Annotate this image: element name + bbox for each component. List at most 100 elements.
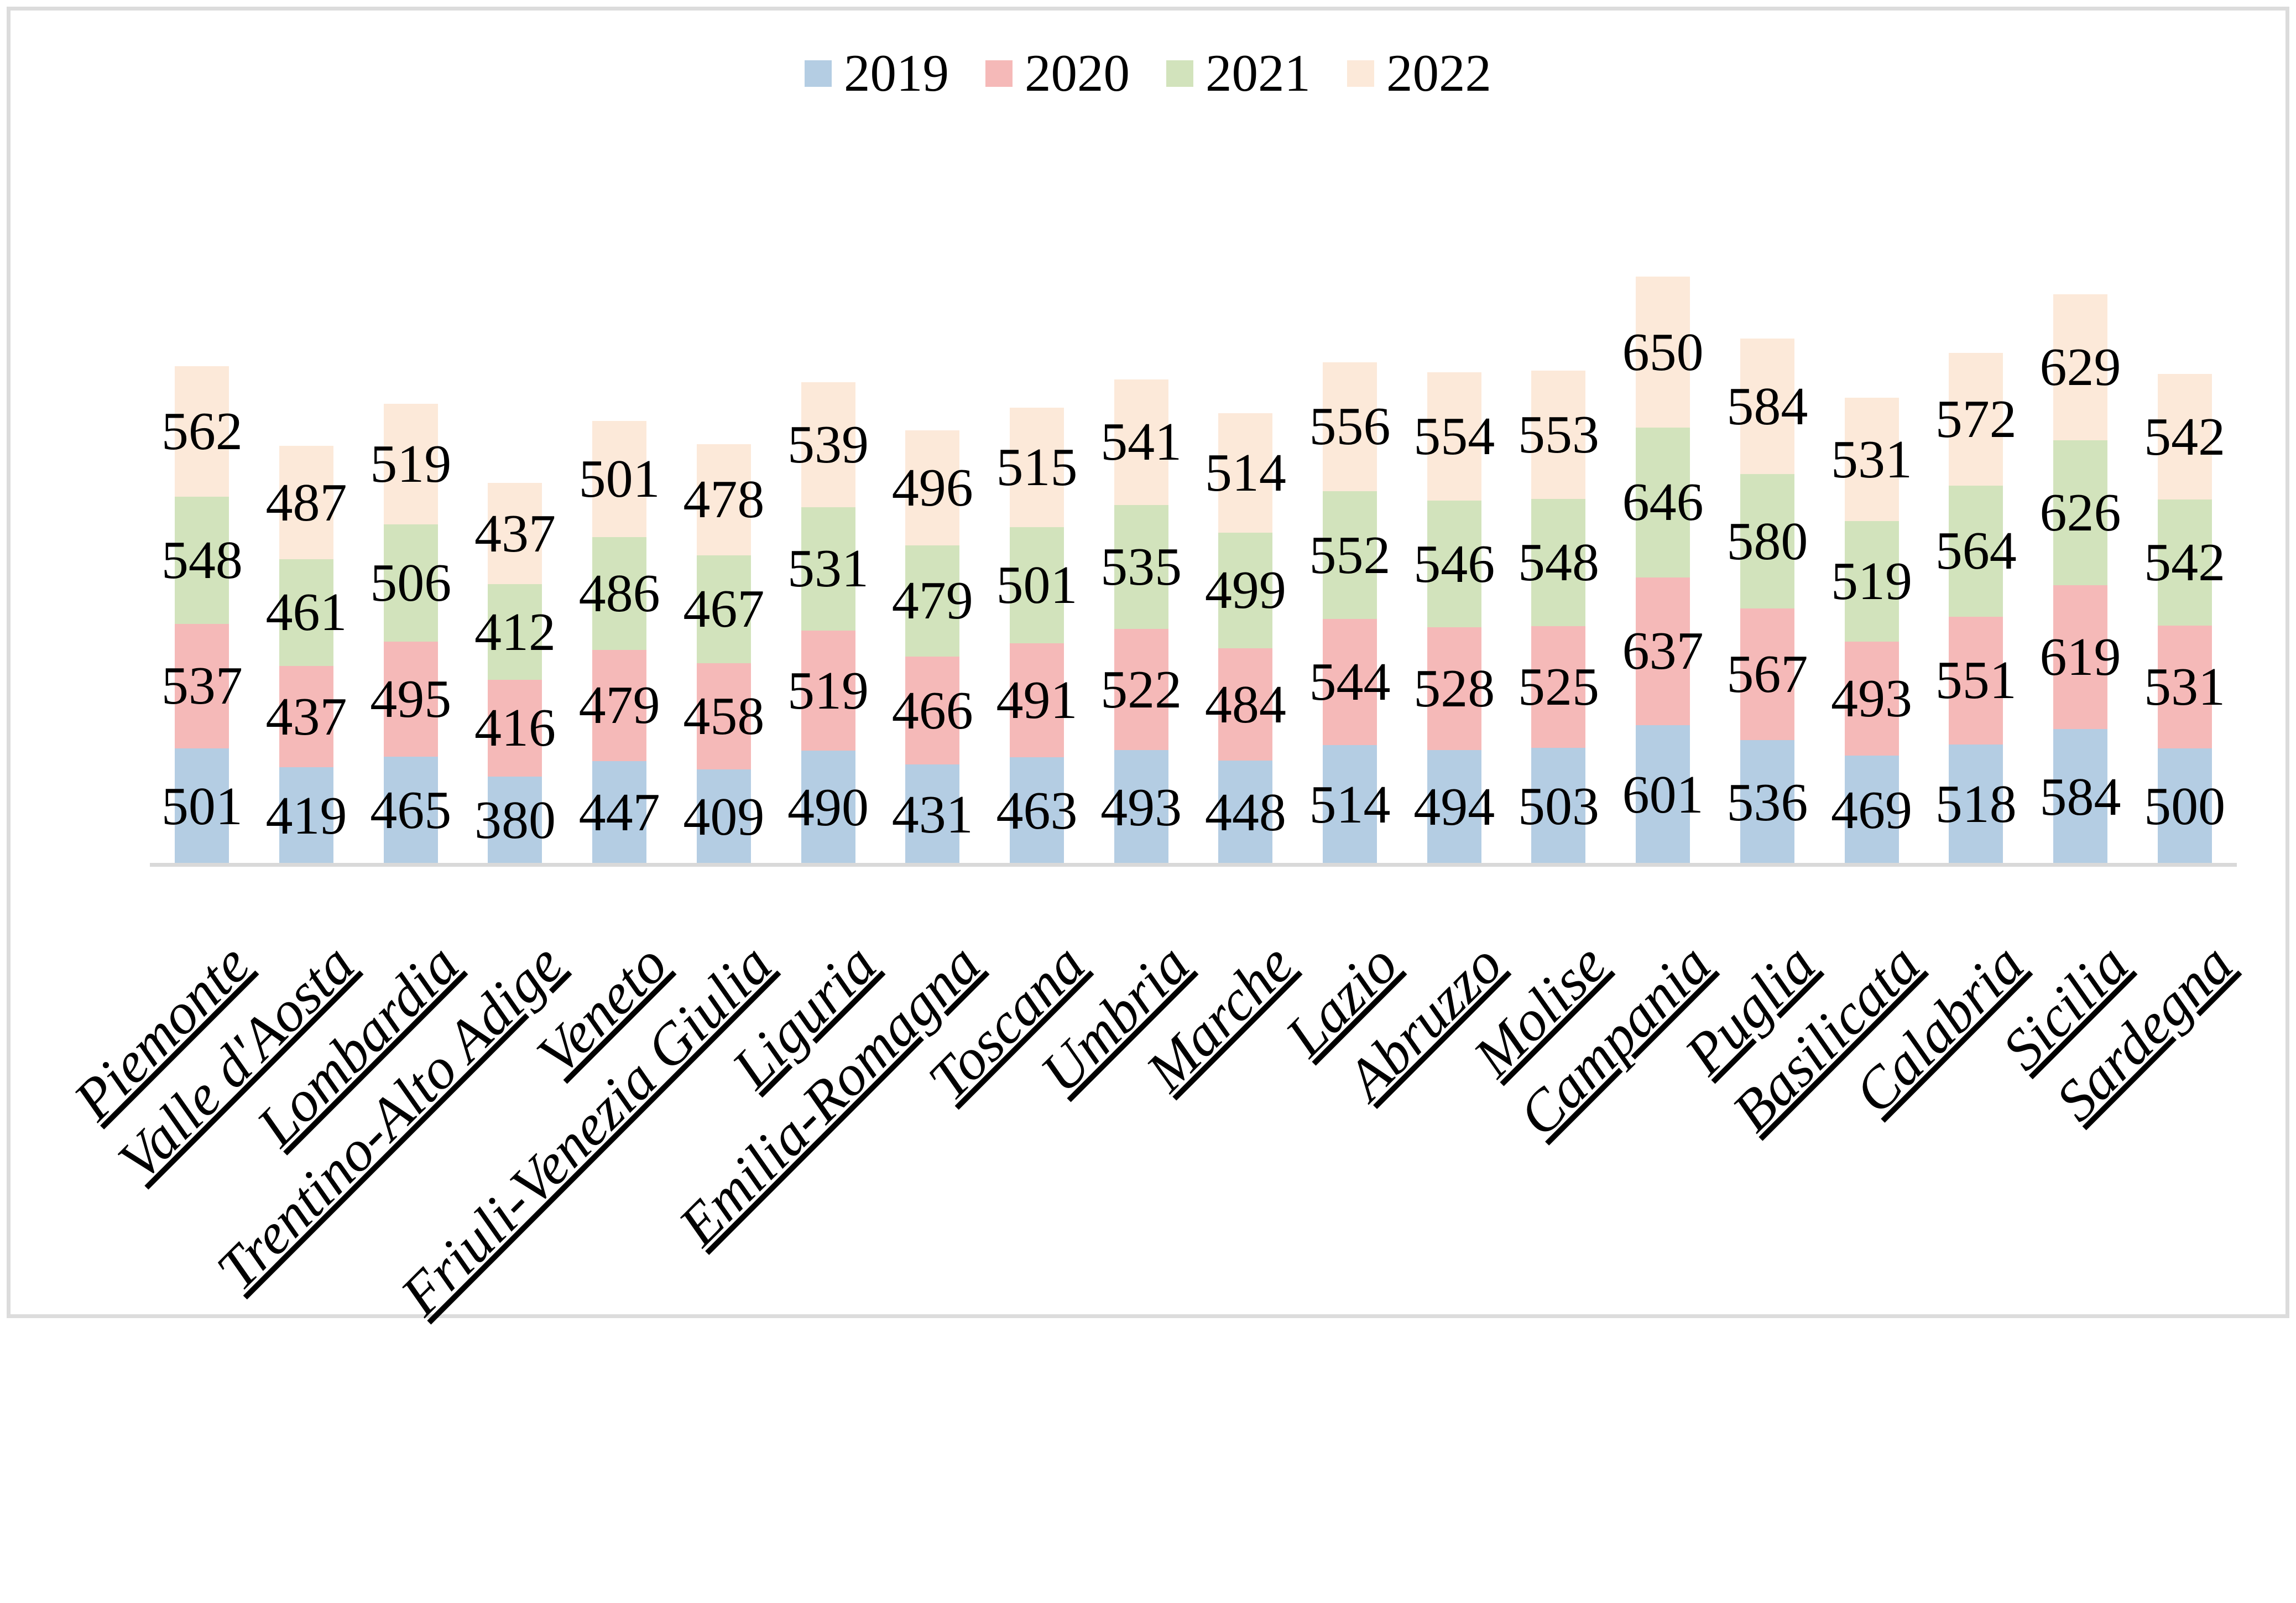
bar-segment-Toscana-2022 — [1009, 407, 1064, 527]
bar-segment-Emilia-Romagna-2019 — [905, 764, 960, 865]
data-label-Calabria-2021: 564 — [1935, 521, 2017, 581]
data-label-Lazio-2021: 552 — [1309, 525, 1391, 585]
data-label-Puglia-2021: 580 — [1726, 511, 1808, 571]
bar-segment-Puglia-2021 — [1740, 474, 1794, 609]
bar-segment-Calabria-2022 — [1949, 353, 2003, 486]
data-label-Sardegna-2019: 500 — [2144, 777, 2226, 837]
data-label-Veneto-2019: 447 — [578, 783, 660, 843]
bar-segment-Toscana-2019 — [1009, 757, 1064, 865]
data-label-Friuli-Venezia Giulia-2019: 409 — [683, 787, 765, 847]
bar-segment-Sicilia-2019 — [2053, 729, 2107, 865]
bar-segment-Calabria-2020 — [1949, 616, 2003, 745]
bar-segment-Friuli-Venezia Giulia-2022 — [696, 444, 751, 555]
data-label-Friuli-Venezia Giulia-2022: 478 — [683, 470, 765, 530]
bar-segment-Molise-2022 — [1531, 371, 1586, 499]
bar-segment-Molise-2021 — [1531, 499, 1586, 626]
legend-item-2019[interactable]: 2019 — [805, 47, 949, 100]
data-label-Trentino-Alto Adige-2022: 437 — [474, 503, 556, 564]
bar-segment-Abruzzo-2022 — [1427, 372, 1481, 501]
data-label-Toscana-2021: 501 — [996, 555, 1078, 615]
bar-segment-Campania-2020 — [1636, 577, 1690, 725]
data-label-Valle d'Aosta-2022: 487 — [265, 472, 347, 533]
data-label-Lombardia-2021: 506 — [370, 553, 452, 613]
bar-segment-Liguria-2019 — [801, 751, 855, 865]
data-label-Trentino-Alto Adige-2020: 416 — [474, 698, 556, 758]
bar-segment-Trentino-Alto Adige-2019 — [488, 776, 542, 865]
bar-segment-Umbria-2019 — [1114, 750, 1168, 865]
data-label-Abruzzo-2022: 554 — [1413, 407, 1495, 467]
data-label-Piemonte-2020: 537 — [161, 656, 243, 716]
bar-segment-Piemonte-2019 — [175, 748, 229, 865]
bar-segment-Calabria-2019 — [1949, 744, 2003, 865]
bar-segment-Piemonte-2020 — [175, 623, 229, 748]
data-label-Lombardia-2022: 519 — [370, 434, 452, 495]
data-label-Friuli-Venezia Giulia-2021: 467 — [683, 579, 765, 639]
bar-segment-Liguria-2022 — [801, 382, 855, 508]
bar-segment-Sardegna-2019 — [2157, 748, 2212, 865]
chart-legend: 2019 2020 2021 2022 — [0, 47, 2296, 100]
data-label-Emilia-Romagna-2020: 466 — [891, 680, 973, 741]
data-label-Marche-2022: 514 — [1204, 443, 1286, 503]
bar-segment-Emilia-Romagna-2022 — [905, 430, 960, 545]
data-label-Valle d'Aosta-2019: 419 — [265, 786, 347, 846]
data-label-Sicilia-2021: 626 — [2039, 483, 2121, 543]
legend-swatch-2022 — [1347, 60, 1374, 87]
data-label-Marche-2019: 448 — [1204, 783, 1286, 843]
legend-swatch-2021 — [1166, 60, 1193, 87]
data-label-Marche-2021: 499 — [1204, 560, 1286, 621]
data-label-Basilicata-2021: 519 — [1831, 551, 1913, 611]
data-label-Trentino-Alto Adige-2021: 412 — [474, 602, 556, 662]
bar-segment-Emilia-Romagna-2020 — [905, 656, 960, 765]
data-label-Sicilia-2020: 619 — [2039, 627, 2121, 688]
bar-segment-Marche-2019 — [1218, 761, 1273, 865]
bar-segment-Abruzzo-2020 — [1427, 627, 1481, 750]
bar-segment-Trentino-Alto Adige-2022 — [488, 483, 542, 585]
data-label-Umbria-2019: 493 — [1100, 777, 1182, 837]
data-label-Abruzzo-2021: 546 — [1413, 534, 1495, 594]
legend-label: 2021 — [1206, 44, 1311, 102]
legend-item-2021[interactable]: 2021 — [1166, 47, 1311, 100]
bar-segment-Valle d'Aosta-2020 — [279, 665, 334, 768]
data-label-Veneto-2022: 501 — [578, 449, 660, 509]
data-label-Campania-2020: 637 — [1622, 621, 1704, 681]
data-label-Calabria-2022: 572 — [1935, 389, 2017, 450]
data-label-Emilia-Romagna-2019: 431 — [891, 784, 973, 845]
data-label-Molise-2019: 503 — [1517, 776, 1599, 836]
data-label-Lombardia-2020: 495 — [370, 669, 452, 730]
bar-segment-Lazio-2020 — [1323, 619, 1377, 746]
bar-segment-Campania-2021 — [1636, 427, 1690, 577]
data-label-Basilicata-2019: 469 — [1831, 780, 1913, 840]
bar-segment-Basilicata-2020 — [1844, 641, 1899, 756]
legend-label: 2019 — [844, 44, 949, 102]
bar-segment-Sardegna-2020 — [2157, 625, 2212, 749]
bar-segment-Emilia-Romagna-2021 — [905, 545, 960, 657]
data-label-Umbria-2021: 535 — [1100, 537, 1182, 597]
data-label-Valle d'Aosta-2020: 437 — [265, 686, 347, 747]
bar-segment-Toscana-2020 — [1009, 643, 1064, 757]
data-label-Umbria-2022: 541 — [1100, 412, 1182, 472]
data-label-Basilicata-2022: 531 — [1831, 429, 1913, 490]
data-label-Emilia-Romagna-2021: 479 — [891, 571, 973, 631]
data-label-Liguria-2019: 490 — [787, 778, 869, 838]
data-label-Liguria-2021: 531 — [787, 539, 869, 599]
bar-segment-Trentino-Alto Adige-2020 — [488, 680, 542, 777]
bar-segment-Friuli-Venezia Giulia-2021 — [696, 555, 751, 664]
data-label-Lazio-2022: 556 — [1309, 397, 1391, 457]
data-label-Toscana-2022: 515 — [996, 437, 1078, 497]
data-label-Umbria-2020: 522 — [1100, 659, 1182, 720]
bar-segment-Trentino-Alto Adige-2021 — [488, 584, 542, 680]
data-label-Trentino-Alto Adige-2019: 380 — [474, 790, 556, 851]
bar-segment-Lombardia-2020 — [383, 642, 438, 757]
data-label-Toscana-2019: 463 — [996, 780, 1078, 841]
data-label-Calabria-2019: 518 — [1935, 774, 2017, 835]
bar-segment-Veneto-2021 — [592, 537, 647, 650]
data-label-Abruzzo-2019: 494 — [1413, 777, 1495, 837]
bar-segment-Marche-2022 — [1218, 413, 1273, 533]
legend-item-2022[interactable]: 2022 — [1347, 47, 1491, 100]
legend-item-2020[interactable]: 2020 — [985, 47, 1130, 100]
data-label-Emilia-Romagna-2022: 496 — [891, 457, 973, 518]
bar-segment-Toscana-2021 — [1009, 527, 1064, 643]
data-label-Veneto-2021: 486 — [578, 563, 660, 623]
bar-segment-Sardegna-2021 — [2157, 499, 2212, 626]
bar-segment-Umbria-2020 — [1114, 629, 1168, 751]
